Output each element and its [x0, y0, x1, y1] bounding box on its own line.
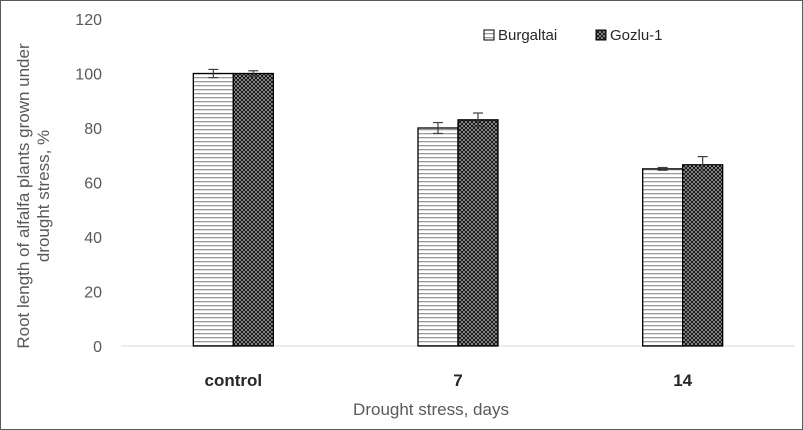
y-tick-label: 0: [93, 339, 102, 356]
y-axis-title-line-1: Root length of alfalfa plants grown unde…: [14, 43, 33, 349]
x-tick-label: 7: [453, 371, 462, 390]
y-tick-label: 40: [84, 230, 102, 247]
bar-gozlu-1: [682, 164, 724, 347]
bar-gozlu-1: [457, 119, 499, 347]
bar-burgaltai: [642, 168, 684, 347]
legend-swatch-gozlu: [595, 29, 607, 41]
y-tick-label: 80: [84, 121, 102, 138]
bar-burgaltai: [417, 127, 459, 347]
bar-gozlu-1: [232, 72, 274, 347]
x-tick-label: control: [205, 371, 263, 390]
y-tick-label: 20: [84, 285, 102, 302]
x-axis-title: Drought stress, days: [353, 400, 509, 419]
y-tick-label: 60: [84, 176, 102, 193]
legend-swatch-burgaltai: [483, 29, 495, 41]
bar-burgaltai: [192, 72, 234, 347]
y-axis-title-line-2: drought stress, %: [34, 130, 53, 262]
legend-label-gozlu: Gozlu-1: [610, 27, 663, 44]
x-tick-label: 14: [673, 371, 692, 390]
y-tick-label: 100: [75, 67, 102, 84]
y-tick-label: 120: [75, 12, 102, 29]
legend-label-burgaltai: Burgaltai: [498, 27, 557, 44]
legend: Burgaltai Gozlu-1: [483, 27, 663, 44]
y-axis-title: Root length of alfalfa plants grown unde…: [14, 43, 53, 349]
